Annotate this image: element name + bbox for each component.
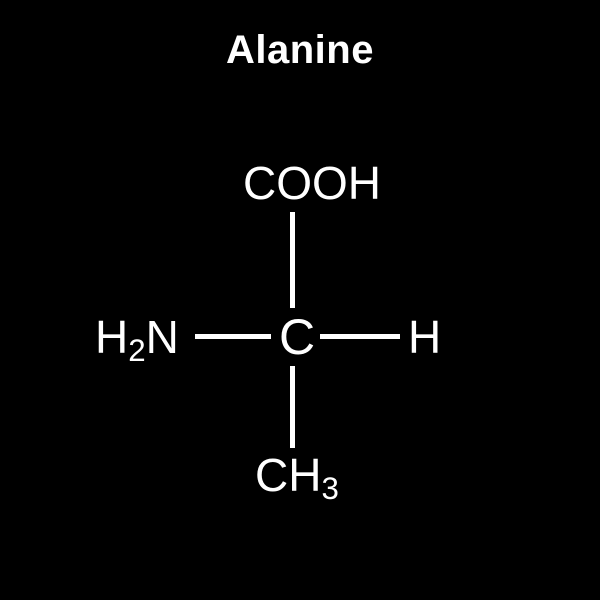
h2n-seg-0: H [95,311,128,363]
atom-cooh: COOH [243,160,381,206]
compound-title: Alanine [0,28,600,73]
ch3-seg-0: CH [255,449,321,501]
bond-left [195,334,271,339]
atom-h2n: H2N [95,314,179,366]
atom-h-right: H [408,314,441,360]
h2n-seg-1: 2 [128,333,145,368]
ch3-seg-1: 3 [321,471,338,506]
bond-down [290,366,295,448]
atom-center-c: C [279,312,315,362]
h2n-seg-2: N [146,311,179,363]
bond-right [320,334,400,339]
atom-ch3: CH3 [255,452,339,504]
bond-up [290,212,295,308]
molecule-diagram: Alanine C COOH H CH3 H2N [0,0,600,600]
